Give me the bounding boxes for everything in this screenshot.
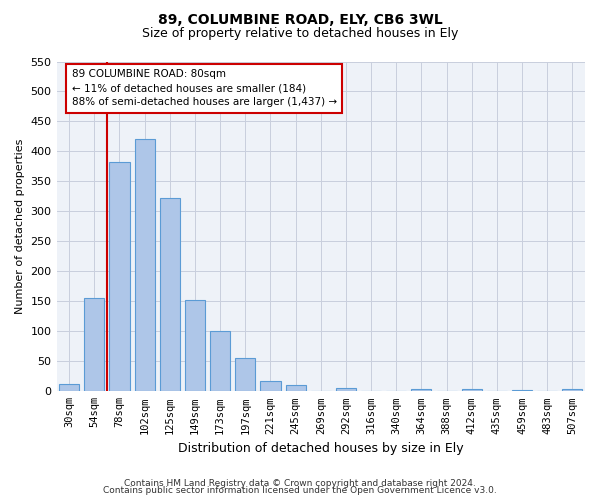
Y-axis label: Number of detached properties: Number of detached properties <box>15 138 25 314</box>
Bar <box>210 332 230 392</box>
Bar <box>109 162 130 392</box>
Bar <box>59 384 79 392</box>
Bar <box>286 386 305 392</box>
Bar <box>336 388 356 392</box>
Bar <box>260 380 281 392</box>
Bar <box>562 389 583 392</box>
Bar <box>84 298 104 392</box>
Text: 89, COLUMBINE ROAD, ELY, CB6 3WL: 89, COLUMBINE ROAD, ELY, CB6 3WL <box>158 12 442 26</box>
Text: Contains public sector information licensed under the Open Government Licence v3: Contains public sector information licen… <box>103 486 497 495</box>
Bar <box>461 389 482 392</box>
Bar <box>412 389 431 392</box>
Text: 89 COLUMBINE ROAD: 80sqm
← 11% of detached houses are smaller (184)
88% of semi-: 89 COLUMBINE ROAD: 80sqm ← 11% of detach… <box>71 70 337 108</box>
Bar <box>512 390 532 392</box>
Bar <box>235 358 256 392</box>
Bar <box>134 140 155 392</box>
Text: Size of property relative to detached houses in Ely: Size of property relative to detached ho… <box>142 28 458 40</box>
Text: Contains HM Land Registry data © Crown copyright and database right 2024.: Contains HM Land Registry data © Crown c… <box>124 478 476 488</box>
X-axis label: Distribution of detached houses by size in Ely: Distribution of detached houses by size … <box>178 442 464 455</box>
Bar <box>185 300 205 392</box>
Bar <box>160 198 180 392</box>
